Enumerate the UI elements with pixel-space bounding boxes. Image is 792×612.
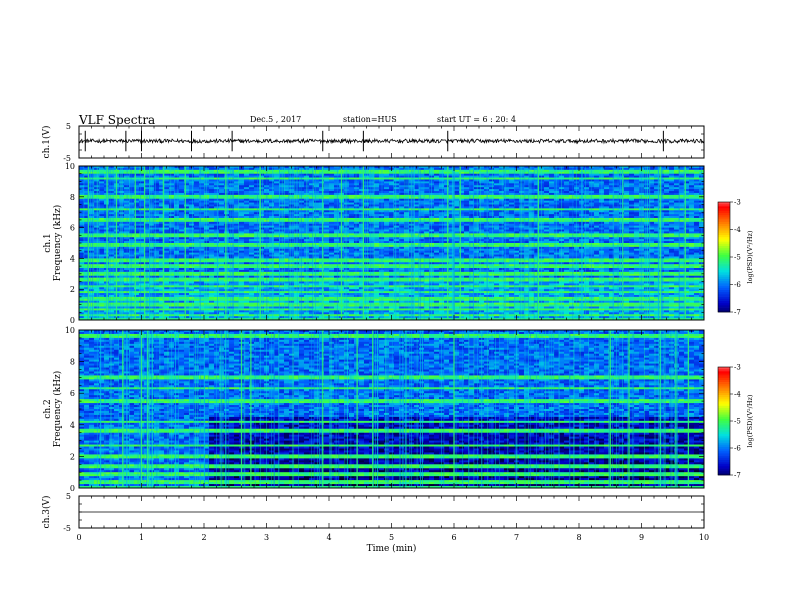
y-axis-label-line: Frequency (kHz)	[52, 371, 63, 448]
colorbar-tick-label: -5	[734, 418, 741, 426]
colorbar-tick-label: -3	[734, 364, 741, 372]
y-tick-label: 2	[70, 285, 75, 294]
station-label: station=HUS	[343, 115, 397, 124]
ch3-y-label: ch.3(V)	[41, 496, 52, 529]
y-tick-label: 6	[70, 224, 75, 233]
figure-title: VLF Spectra	[79, 113, 155, 127]
ch3-waveform-panel: 5 -5 ch.3(V) 0 1 2 3 4 5 6 7 8 9 10 Time (min)	[41, 492, 709, 554]
x-tick-label: 10	[699, 533, 709, 542]
x-tick-label: 7	[514, 533, 519, 542]
y-axis-label-line: ch.3(V)	[41, 496, 52, 529]
y-axis-label-line: ch.1(V)	[41, 126, 52, 159]
y-tick-label: 8	[70, 193, 75, 202]
colorbar-tick-label: -5	[734, 254, 741, 262]
x-tick-label: 2	[201, 533, 206, 542]
ch1-trace	[79, 137, 705, 145]
date-label: Dec.5 , 2017	[250, 115, 301, 124]
x-tick-label: 9	[639, 533, 644, 542]
y-tick-label: 10	[65, 326, 75, 335]
colorbar-2: -3 -4 -5 -6 -7 log(PSD)(V²/Hz)	[717, 364, 754, 480]
colorbar-label: log(PSD)(V²/Hz)	[746, 230, 754, 283]
colorbar-tick-label: -4	[734, 391, 741, 399]
colorbar-1: -3 -4 -5 -6 -7 log(PSD)(V²/Hz)	[717, 199, 754, 317]
spectrogram-frame-2	[78, 329, 705, 489]
colorbar-label: log(PSD)(V²/Hz)	[746, 394, 754, 447]
y-axis-label-line: ch.2	[43, 399, 53, 418]
ch1-waveform-panel: 5 -5 ch.1(V)	[41, 122, 705, 163]
y-tick-label: 6	[70, 389, 75, 398]
spectrogram-y-label-2: ch.2 Frequency (kHz)	[43, 371, 63, 448]
y-axis-label-line: Frequency (kHz)	[52, 205, 63, 282]
spectrogram-y-label-1: ch.1 Frequency (kHz)	[43, 205, 63, 282]
x-tick-label: 1	[139, 533, 144, 542]
broadband-lines-2	[96, 330, 690, 488]
y-axis-label-line: ch.1	[43, 233, 53, 252]
y-tick-label: 4	[70, 254, 75, 263]
x-tick-label: 6	[451, 533, 456, 542]
y-tick-label: 8	[70, 358, 75, 367]
y-tick-label: -5	[63, 524, 71, 533]
colorbar-tick-label: -4	[734, 226, 741, 234]
broadband-lines-1	[83, 166, 702, 320]
x-tick-label: 3	[264, 533, 269, 542]
x-axis-label: Time (min)	[367, 543, 417, 554]
y-tick-label: 10	[65, 162, 75, 171]
ch3-frame	[78, 495, 705, 529]
y-tick-label: -5	[63, 154, 71, 163]
x-tick-label: 4	[326, 533, 331, 542]
start-ut-label: start UT = 6 : 20: 4	[437, 115, 516, 124]
colorbar-tick-label: -6	[734, 281, 741, 289]
y-tick-label: 5	[66, 492, 71, 501]
colorbar-tick-label: -6	[734, 445, 741, 453]
colorbar-tick-label: -7	[734, 309, 741, 317]
y-tick-label: 0	[70, 316, 75, 325]
ch1-frame	[78, 125, 705, 159]
y-tick-label: 5	[66, 122, 71, 131]
ch1-y-label: ch.1(V)	[41, 126, 52, 159]
y-tick-label: 0	[70, 484, 75, 493]
x-tick-label: 5	[389, 533, 394, 542]
colorbar-tick-label: -7	[734, 472, 741, 480]
spectrogram-1	[79, 166, 705, 321]
colorbar-tick-label: -3	[734, 199, 741, 207]
x-tick-label: 8	[576, 533, 581, 542]
spectrogram-2	[79, 330, 705, 489]
y-tick-label: 4	[70, 421, 75, 430]
y-tick-label: 2	[70, 452, 75, 461]
spectrogram-frame-1	[78, 165, 705, 321]
x-tick-label: 0	[76, 533, 81, 542]
